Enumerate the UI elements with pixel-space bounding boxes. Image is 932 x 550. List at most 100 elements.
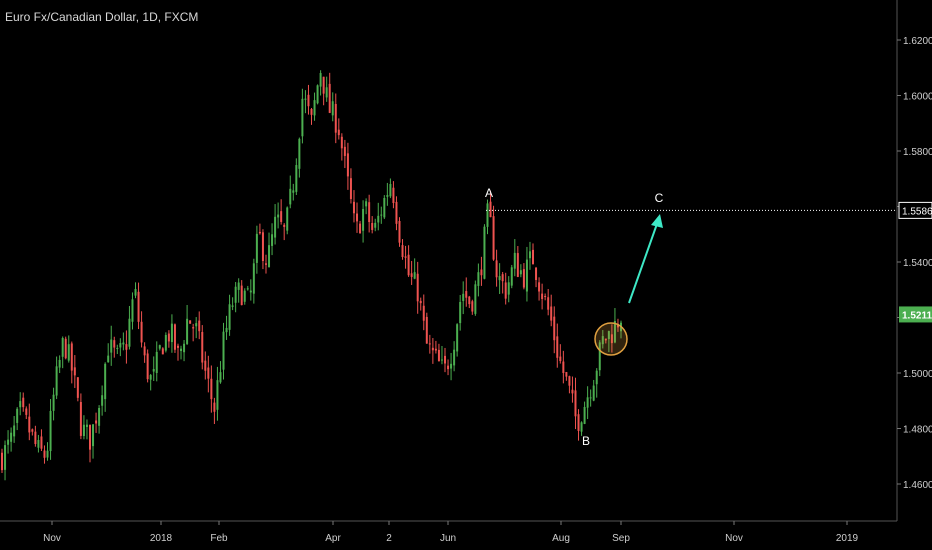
candle-body: [70, 343, 73, 371]
candle-body: [325, 87, 328, 98]
candle-body: [246, 288, 249, 290]
candle-body: [331, 101, 334, 116]
candle-body: [471, 301, 474, 312]
candle-body: [110, 339, 113, 353]
candle-body: [434, 348, 437, 351]
arrow-head: [651, 214, 663, 228]
resistance-price-tag: [898, 201, 932, 219]
time-axis: Nov 2018 Feb Apr 2 Jun Aug Sep Nov 2019: [0, 520, 897, 544]
candle-body: [274, 216, 277, 238]
candle-body: [195, 323, 198, 327]
candle-body: [95, 420, 98, 424]
candle-body: [304, 98, 307, 100]
x-tick-label: Aug: [552, 533, 570, 544]
candle-body: [571, 389, 574, 394]
candle-body: [158, 345, 161, 349]
highlight-circle: [594, 322, 628, 356]
candle-body: [565, 372, 568, 377]
candle-body: [92, 424, 95, 447]
candle-body: [234, 286, 237, 303]
candle-body: [146, 353, 149, 380]
label-c: C: [655, 191, 664, 205]
candle-body: [422, 305, 425, 321]
candle-body: [419, 300, 422, 304]
candle-body: [595, 370, 598, 385]
candle-body: [383, 197, 386, 218]
candle-body: [474, 284, 477, 314]
candle-body: [180, 348, 183, 352]
candle-body: [277, 214, 280, 218]
candle-body: [161, 348, 164, 355]
candle-body: [289, 188, 292, 205]
candle-body: [492, 216, 495, 260]
candle-body: [82, 424, 85, 437]
candle-body: [598, 342, 601, 371]
projection-arrow: [628, 220, 659, 304]
candle-body: [1, 452, 3, 471]
candle-body: [98, 407, 101, 426]
candle-body: [10, 432, 13, 442]
candle-body: [398, 220, 401, 243]
candle-body: [58, 359, 61, 368]
candle-body: [249, 290, 252, 293]
candle-body: [122, 342, 125, 345]
candle-body: [252, 263, 255, 294]
candle-body: [447, 365, 450, 370]
candle-body: [40, 436, 43, 449]
candle-body: [88, 424, 91, 450]
x-tick-label: 2018: [150, 533, 173, 544]
candle-body: [13, 425, 16, 437]
candle-body: [386, 195, 389, 197]
candle-body: [392, 187, 395, 204]
candle-body: [586, 397, 589, 408]
candle-body: [207, 367, 210, 379]
candle-body: [198, 320, 201, 332]
candle-body: [283, 224, 286, 227]
candle-body: [28, 416, 31, 433]
candle-body: [407, 254, 410, 276]
candle-body: [137, 291, 140, 322]
candle-body: [61, 337, 64, 357]
candle-body: [104, 363, 107, 400]
candle-body: [268, 245, 271, 267]
candle-body: [301, 98, 304, 137]
candle-body: [240, 285, 243, 306]
candle-body: [319, 73, 322, 87]
candle-body: [489, 201, 492, 218]
candle-body: [450, 363, 453, 369]
candle-body: [616, 323, 619, 328]
candle-body: [589, 397, 592, 399]
candle-body: [404, 256, 407, 258]
candle-body: [337, 129, 340, 136]
candles-layer: [1, 70, 622, 481]
candle-body: [52, 394, 55, 411]
y-tick-label: 1.5800: [903, 147, 932, 158]
candle-body: [550, 306, 553, 321]
candle-body: [243, 290, 246, 302]
candle-body: [286, 207, 289, 231]
candle-body: [183, 343, 186, 353]
candle-body: [143, 346, 146, 356]
x-tick-label: 2019: [836, 533, 859, 544]
candle-body: [604, 338, 607, 341]
candle-body: [413, 272, 416, 279]
current-price-tag: [899, 306, 932, 323]
candle-body: [155, 351, 158, 373]
y-tick-label: 1.4800: [903, 425, 932, 436]
candle-body: [116, 347, 119, 349]
candle-body: [401, 245, 404, 257]
price-axis: 1.46001.48001.50001.52001.54001.56001.58…: [896, 0, 932, 521]
candle-body: [167, 333, 170, 342]
candle-body: [532, 249, 535, 265]
candle-body: [380, 214, 383, 216]
candle-body: [559, 356, 562, 362]
candle-body: [328, 83, 331, 113]
current-price-label: 1.5211: [902, 310, 932, 321]
candle-body: [131, 299, 134, 322]
chart-title: Euro Fx/Canadian Dollar, 1D, FXCM: [5, 10, 199, 24]
candle-body: [510, 267, 513, 286]
candle-body: [535, 267, 538, 280]
candle-body: [462, 293, 465, 301]
candle-body: [359, 223, 362, 234]
